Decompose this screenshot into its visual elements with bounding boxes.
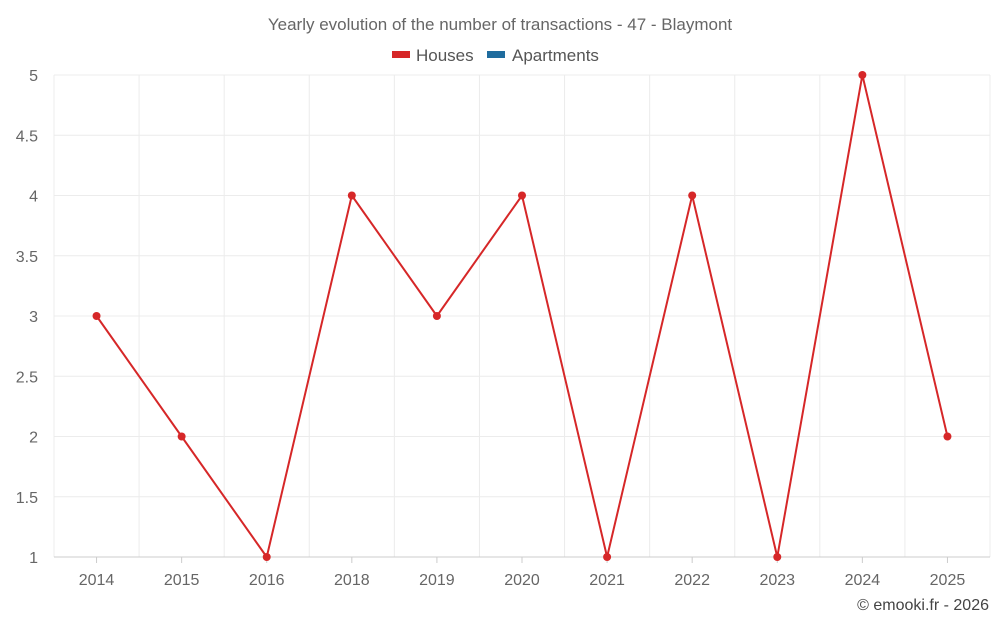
data-point-houses[interactable] [92, 312, 101, 320]
y-tick-label: 2.5 [16, 369, 38, 386]
y-axis: 1 1.5 2 2.5 3 3.5 4 4.5 5 [16, 68, 38, 567]
legend-label-houses: Houses [416, 46, 474, 65]
y-tick-label: 4 [29, 189, 38, 206]
data-point-houses[interactable] [688, 191, 697, 200]
data-point-houses[interactable] [177, 432, 186, 441]
y-tick-label: 3.5 [16, 249, 38, 266]
x-tick-label: 2014 [79, 572, 115, 589]
legend-swatch-houses [392, 51, 410, 58]
x-tick-label: 2024 [845, 572, 881, 589]
x-tick-label: 2025 [930, 572, 966, 589]
x-tick-label: 2015 [164, 572, 200, 589]
data-point-houses[interactable] [858, 71, 867, 79]
y-tick-label: 3 [29, 309, 38, 326]
legend-item-apartments[interactable]: Apartments [487, 46, 599, 65]
x-tick-label: 2022 [674, 572, 710, 589]
legend-item-houses[interactable]: Houses [392, 46, 474, 65]
data-point-houses[interactable] [943, 432, 952, 441]
x-tick-label: 2018 [334, 572, 370, 589]
legend: Houses Apartments [392, 46, 599, 65]
y-tick-label: 1 [29, 550, 38, 567]
legend-label-apartments: Apartments [512, 46, 599, 65]
x-axis: 2014 2015 2016 2018 2019 2020 2021 2022 2023 2024… [54, 556, 990, 589]
y-tick-label: 4.5 [16, 128, 38, 145]
data-point-houses[interactable] [603, 553, 612, 561]
x-tick-label: 2016 [249, 572, 285, 589]
credit-text: © emooki.fr - 2026 [857, 597, 989, 614]
y-tick-label: 1.5 [16, 490, 38, 507]
legend-swatch-apartments [487, 51, 505, 58]
y-tick-label: 2 [29, 430, 38, 447]
data-point-houses[interactable] [432, 312, 441, 320]
data-point-houses[interactable] [773, 553, 782, 561]
x-tick-label: 2023 [759, 572, 795, 589]
y-tick-label: 5 [29, 68, 38, 85]
data-point-houses[interactable] [347, 191, 356, 200]
series-houses [92, 71, 952, 561]
x-tick-label: 2020 [504, 572, 540, 589]
chart-title: Yearly evolution of the number of transa… [268, 15, 733, 34]
x-tick-label: 2021 [589, 572, 625, 589]
data-point-houses[interactable] [262, 553, 271, 561]
data-point-houses[interactable] [518, 191, 526, 200]
x-tick-label: 2019 [419, 572, 455, 589]
